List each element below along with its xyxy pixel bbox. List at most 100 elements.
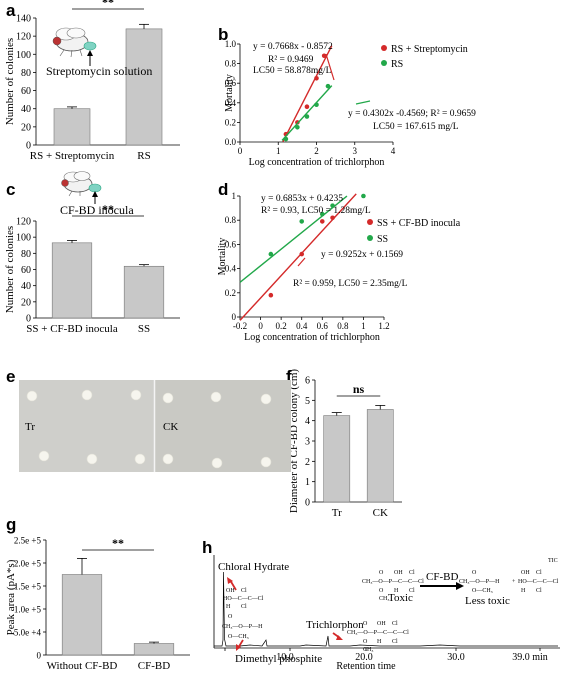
svg-text:Cl: Cl — [392, 621, 398, 627]
fit-annotation: LC50 = 58.878mg/L — [253, 66, 332, 76]
annotation-arrow — [325, 53, 335, 81]
y-tick-label: 120 — [16, 217, 31, 228]
x-tick-label: 3 — [353, 146, 358, 156]
y-tick-label: 0 — [305, 498, 310, 509]
panel-letter-b: b — [218, 25, 228, 44]
y-tick-label: 40 — [21, 281, 31, 292]
reaction-arrow-label: CF-BD — [426, 571, 458, 583]
svg-text:O—CH₃: O—CH₃ — [472, 588, 493, 594]
chrom-tick-30: 30.0 — [447, 652, 465, 663]
x-axis-label: Log concentration of trichlorphon — [244, 332, 380, 343]
fit-annotation: y = 0.4302x -0.4569; R² = 0.9659 — [348, 109, 476, 119]
y-tick-label: 80 — [21, 68, 31, 79]
fly-icon-c — [61, 171, 102, 197]
y-tick-label: 2.5e +5 — [14, 536, 42, 546]
panel-letter-g: g — [6, 515, 16, 534]
legend-label: RS — [391, 59, 403, 70]
x-tick-label: 1 — [276, 146, 281, 156]
svg-text:OH: OH — [394, 570, 403, 576]
svg-text:Cl: Cl — [392, 639, 398, 645]
panel-letter-f: f — [286, 367, 292, 386]
y-tick-label: 1.5e +5 — [14, 582, 42, 592]
chrom-tic-label: TIC — [548, 558, 558, 564]
svg-text:HO—C—C—Cl: HO—C—C—Cl — [518, 579, 559, 585]
svg-text:+: + — [512, 579, 516, 585]
data-point — [319, 211, 325, 217]
data-point — [314, 102, 319, 108]
y-tick-label: 1.0e +5 — [14, 605, 42, 615]
bar — [61, 574, 103, 656]
inset-label-a: Streptomycin solution — [46, 64, 152, 78]
y-tick-label: 2 — [305, 457, 310, 468]
panel-letter-h: h — [202, 538, 212, 557]
data-point — [321, 53, 327, 59]
bar — [123, 265, 165, 319]
data-point — [330, 215, 335, 221]
agar-plate-photo — [19, 380, 291, 472]
bar — [51, 242, 93, 319]
fit-line — [239, 193, 357, 321]
bar — [323, 415, 351, 503]
data-point — [314, 76, 319, 81]
x-tick-label: 2 — [314, 146, 319, 156]
svg-text:Cl: Cl — [536, 588, 542, 594]
y-axis-label: Peak area (pA*s) — [5, 559, 17, 635]
chromatogram — [213, 555, 560, 651]
y-axis-label: Number of colonies — [4, 38, 16, 125]
significance-mark: ns — [353, 382, 365, 396]
legend-label: SS — [377, 234, 388, 245]
y-tick-label: 100 — [16, 233, 31, 244]
y-tick-label: 4 — [305, 416, 310, 427]
legend-label: RS + Streptomycin — [391, 44, 468, 55]
y-tick-label: 0.8 — [225, 59, 237, 69]
svg-text:Cl: Cl — [536, 570, 542, 576]
y-tick-label: 100 — [16, 50, 31, 61]
y-tick-label: 1 — [232, 191, 237, 201]
y-tick-label: 80 — [21, 249, 31, 260]
svg-text:O—CH₃: O—CH₃ — [228, 634, 249, 640]
svg-text:OH: OH — [377, 621, 386, 627]
x-tick-label: 1 — [361, 321, 366, 331]
category-label: SS — [138, 323, 150, 335]
chrom-tick-20: 20.0 — [355, 652, 373, 663]
y-tick-label: 2.0e +5 — [14, 559, 42, 569]
fit-line — [281, 85, 333, 141]
inset-arrowhead-a — [87, 50, 93, 56]
x-tick-label: 0 — [238, 146, 243, 156]
category-label: Without CF-BD — [47, 660, 118, 672]
data-point — [299, 251, 305, 257]
y-tick-label: 0.6 — [225, 78, 237, 88]
fly-icon-a — [52, 27, 97, 58]
category-label: RS + Streptomycin — [30, 150, 115, 162]
svg-text:Cl: Cl — [409, 588, 415, 594]
legend-marker — [367, 235, 373, 241]
x-tick-label: 0.6 — [317, 321, 329, 331]
annotation-arrow — [355, 100, 371, 105]
panel-letter-a: a — [6, 1, 16, 20]
svg-text:CH₃—O—P—H: CH₃—O—P—H — [459, 579, 500, 585]
y-tick-label: 6 — [305, 376, 310, 387]
y-tick-label: 60 — [21, 265, 31, 276]
y-tick-label: 40 — [21, 104, 31, 115]
data-point — [304, 104, 310, 110]
svg-text:CH₃—O—P—H: CH₃—O—P—H — [222, 624, 263, 630]
y-tick-label: 20 — [21, 297, 31, 308]
plate-label-tr: Tr — [25, 421, 35, 433]
legend-marker — [367, 219, 373, 225]
chart-g-bar: 0 5.0e +4 1.0e +5 1.5e +5 2.0e +5 2.5e +5 Peak… — [5, 536, 190, 672]
y-tick-label: 60 — [21, 86, 31, 97]
annotation-arrow — [297, 257, 306, 267]
chloral-hydrate-label: Chloral Hydrate — [218, 561, 289, 573]
y-tick-label: 0 — [37, 651, 42, 661]
y-tick-label: 0.6 — [225, 239, 237, 249]
panel-letter-d: d — [218, 180, 228, 199]
x-tick-label: 0 — [258, 321, 263, 331]
x-tick-label: 4 — [391, 146, 396, 156]
trichlorphon-label: Trichlorphon — [306, 619, 364, 631]
plate-label-ck: CK — [163, 421, 178, 433]
svg-text:CH₃—O—P—C—C—Cl: CH₃—O—P—C—C—Cl — [347, 630, 409, 636]
data-point — [361, 193, 366, 199]
